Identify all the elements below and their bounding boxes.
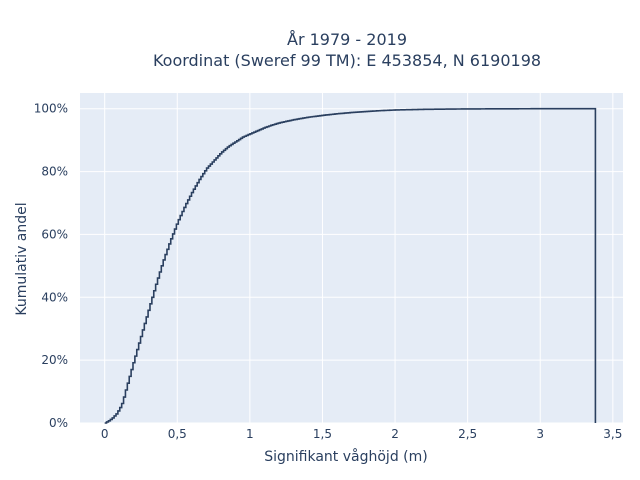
chart-title-line1: År 1979 - 2019 bbox=[287, 30, 407, 49]
x-tick-label: 1 bbox=[246, 427, 254, 441]
x-tick-label: 3 bbox=[536, 427, 544, 441]
cdf-series-line bbox=[104, 107, 597, 424]
y-tick-label: 20% bbox=[41, 353, 68, 367]
x-tick-label: 0,5 bbox=[168, 427, 187, 441]
x-tick-label: 0 bbox=[101, 427, 109, 441]
y-tick-label: 100% bbox=[34, 102, 68, 116]
y-tick-labels: 0% 20% 40% 60% 80% 100% bbox=[34, 102, 68, 430]
data-lines bbox=[104, 107, 597, 424]
x-axis-title: Signifikant våghöjd (m) bbox=[264, 448, 427, 465]
y-tick-label: 40% bbox=[41, 290, 68, 304]
x-tick-label: 2,5 bbox=[458, 427, 477, 441]
x-tick-label: 2 bbox=[391, 427, 399, 441]
x-gridlines bbox=[104, 93, 614, 423]
y-tick-label: 60% bbox=[41, 227, 68, 241]
x-tick-label: 1,5 bbox=[313, 427, 332, 441]
plot-area bbox=[80, 93, 623, 423]
x-tick-label: 3,5 bbox=[603, 427, 622, 441]
y-tick-label: 80% bbox=[41, 165, 68, 179]
y-tick-label: 0% bbox=[49, 416, 68, 430]
x-tick-labels: 0 0,5 1 1,5 2 2,5 3 3,5 bbox=[101, 427, 623, 441]
y-axis-title: Kumulativ andel bbox=[14, 202, 30, 315]
chart-title-line2: Koordinat (Sweref 99 TM): E 453854, N 61… bbox=[153, 51, 541, 70]
